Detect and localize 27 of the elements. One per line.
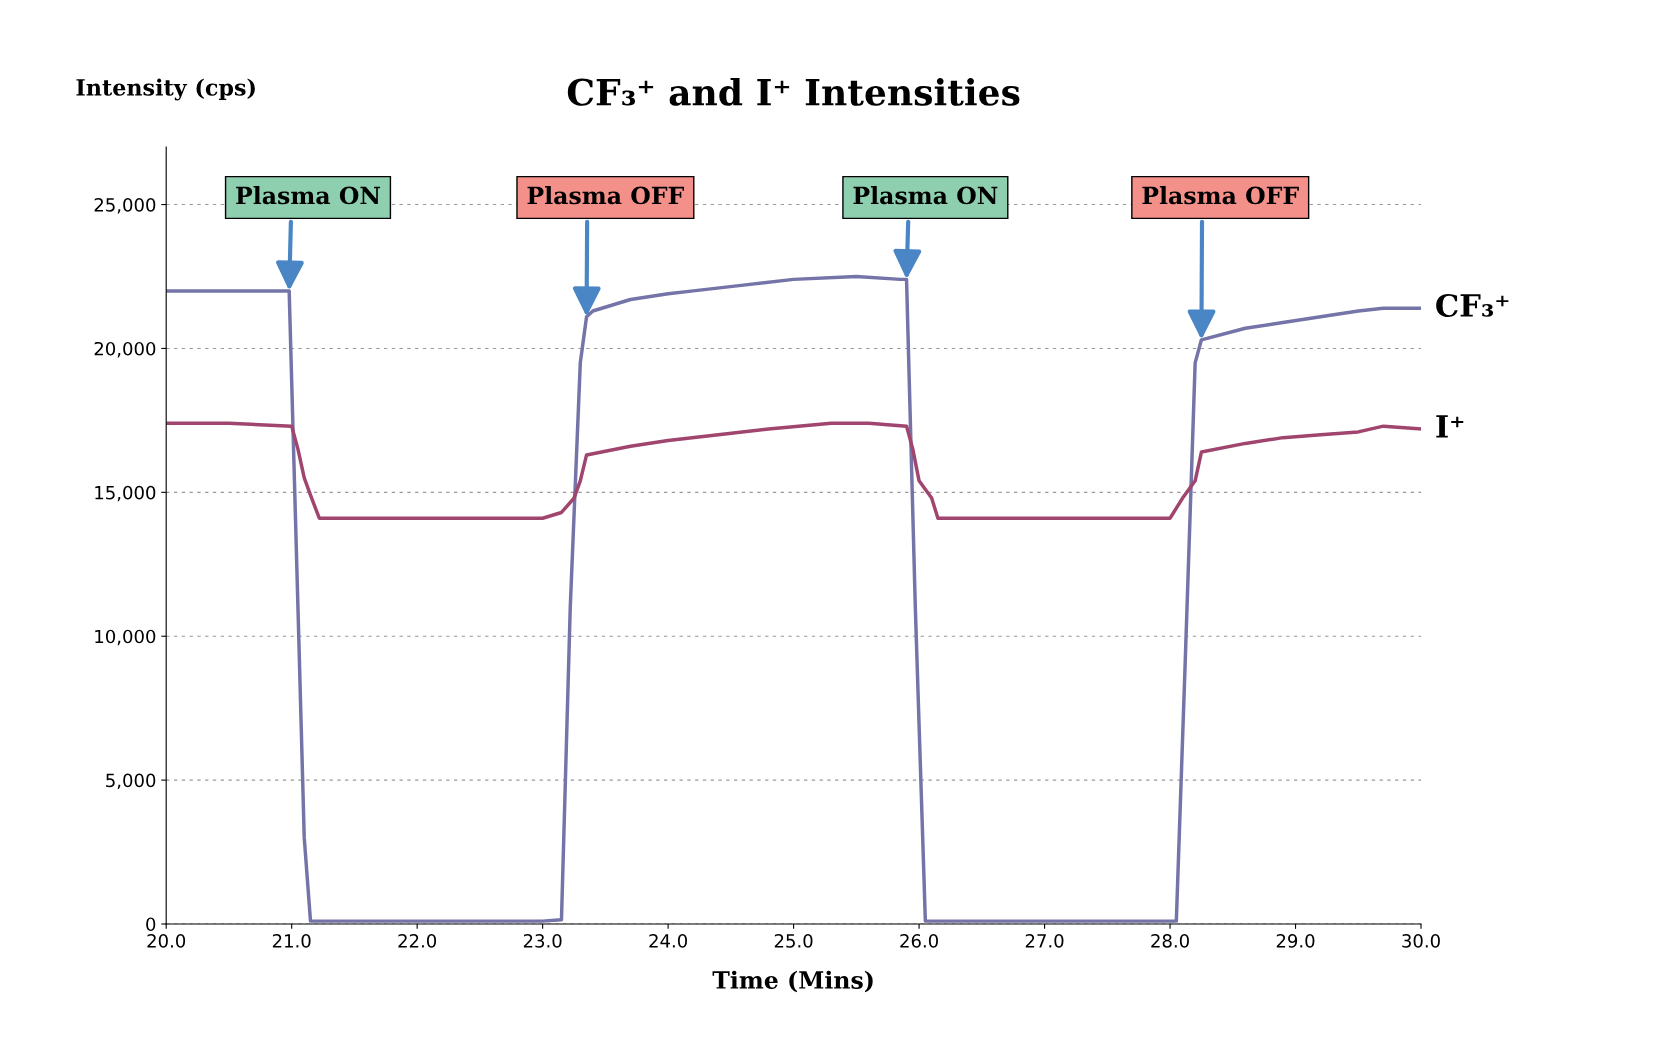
x-tick-label: 26.0 [900,934,938,948]
x-tick-label: 24.0 [649,934,688,948]
annotation: Plasma ON [236,186,381,205]
x-tick-label: 29.0 [1276,934,1315,948]
y-axis-title: Intensity (cps) [76,78,255,101]
y-tick-label: 0 [146,917,156,932]
y-tick-label: 15,000 [95,485,156,502]
x-tick-label: 20.0 [147,934,186,948]
x-tick-label: 27.0 [1025,934,1064,948]
y-tick-label: 20,000 [94,341,156,358]
y-tick-label: 5,000 [106,773,156,790]
annotation: Plasma OFF [1142,186,1299,205]
x-tick-label: 21.0 [272,934,311,948]
x-tick-label: 25.0 [774,934,813,948]
y-tick-label: 25,000 [94,198,156,214]
series-label: I⁺ [1436,415,1464,438]
x-tick-label: 30.0 [1402,934,1440,948]
y-tick-label: 10,000 [95,629,156,646]
series-label: CF₃⁺ [1436,293,1509,318]
line-series [166,421,1422,520]
x-tick-label: 22.0 [398,934,437,948]
annotation: Plasma OFF [527,186,685,205]
annotation: Plasma ON [853,186,998,205]
x-tick-label: 28.0 [1151,934,1189,948]
x-axis-title: Time (Mins) [712,970,873,993]
chart-title: CF₃⁺ and I⁺ Intensities [567,77,1020,106]
x-tick-label: 23.0 [523,934,562,948]
